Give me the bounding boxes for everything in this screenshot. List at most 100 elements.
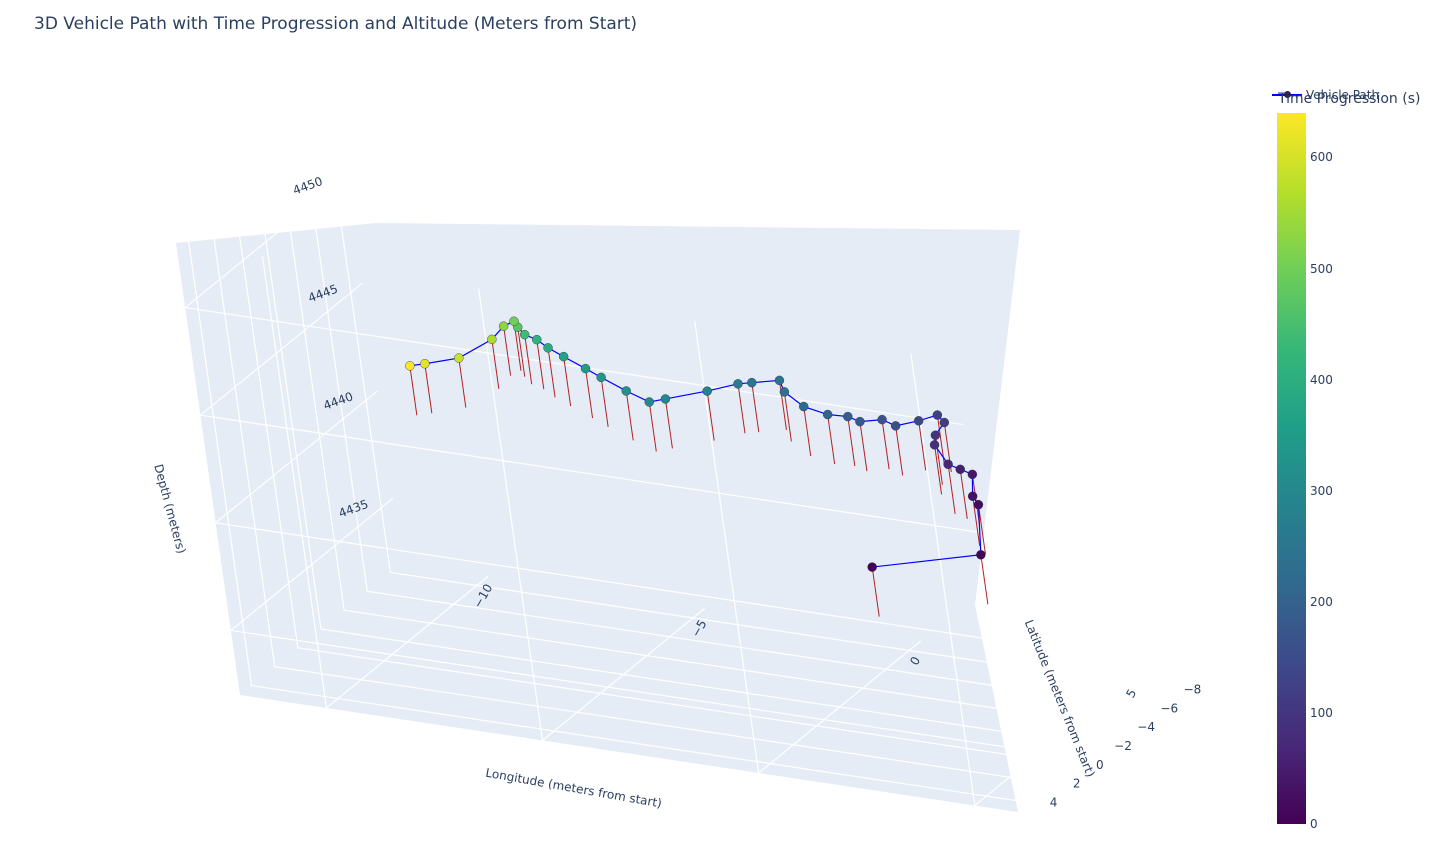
colorbar-tick-label: 400	[1310, 372, 1333, 387]
grid-line-y	[210, 214, 1053, 785]
y-tick-label: 4	[1050, 796, 1058, 810]
path-point	[702, 386, 712, 396]
wall-floor	[240, 563, 1018, 812]
grid-line-x	[477, 288, 705, 742]
altitude-stem	[664, 398, 673, 449]
altitude-stem	[783, 391, 792, 442]
altitude-stem	[918, 420, 927, 471]
altitude-stem	[536, 339, 545, 390]
altitude-stem	[959, 469, 968, 519]
altitude-stem	[600, 377, 609, 427]
path-point	[519, 329, 530, 340]
colorbar	[1277, 113, 1306, 824]
path-point	[967, 491, 978, 501]
colorbar-tick-label: 600	[1310, 150, 1333, 165]
altitude-stem	[503, 326, 512, 376]
altitude-stem	[491, 339, 500, 389]
colorbar-tick-label: 200	[1310, 594, 1333, 609]
altitude-stem	[827, 414, 836, 465]
path-point	[939, 417, 949, 428]
altitude-stem	[517, 327, 526, 377]
altitude-stem	[585, 368, 594, 419]
wall-back	[376, 223, 1020, 605]
colorbar-tick-label: 100	[1310, 705, 1333, 720]
colorbar-tick-label: 0	[1310, 817, 1318, 831]
y-tick-label: −4	[1137, 720, 1155, 734]
x-tick-label: 5	[1123, 687, 1139, 701]
path-point	[913, 416, 924, 426]
altitude-stem	[859, 421, 868, 472]
path-point	[487, 334, 497, 345]
path-point	[973, 499, 984, 510]
path-point	[843, 411, 853, 422]
path-point	[774, 375, 785, 386]
legend-label: Vehicle Path	[1306, 88, 1380, 102]
grid-line-z	[200, 414, 979, 533]
grid-line-z	[185, 306, 964, 426]
grid-line-y	[279, 158, 1123, 728]
altitude-stem	[977, 504, 986, 555]
path-point	[929, 440, 940, 450]
y-tick-label: −6	[1160, 701, 1178, 715]
y-axis-title: Latitude (meters from start)	[1022, 618, 1098, 779]
grid-line-z	[230, 629, 1009, 749]
altitude-stem	[881, 419, 890, 470]
path-point	[454, 353, 464, 363]
altitude-stem	[524, 334, 533, 385]
altitude-stem	[737, 383, 746, 434]
y-tick-label: −8	[1184, 682, 1202, 696]
grid-line-y	[325, 120, 1169, 691]
path-point	[509, 316, 519, 326]
altitude-stem	[980, 554, 989, 605]
x-axis-title: Longitude (meters from start)	[484, 766, 662, 811]
path-point	[644, 397, 654, 407]
altitude-stem	[778, 380, 787, 430]
y-tick-label: 2	[1073, 777, 1081, 791]
altitude-stem	[424, 363, 433, 414]
grid-line-y	[256, 176, 1100, 747]
path-point	[621, 386, 631, 396]
path-point	[747, 377, 757, 388]
altitude-stem	[547, 347, 556, 398]
grid-line-x	[694, 320, 922, 775]
chart-title: 3D Vehicle Path with Time Progression an…	[34, 14, 638, 34]
path-point	[955, 464, 965, 475]
grid-line-x	[261, 255, 489, 710]
altitude-stem	[803, 406, 812, 457]
z-axis-title: Depth (meters)	[151, 463, 188, 556]
path-point	[580, 363, 591, 374]
path-point	[855, 416, 865, 427]
colorbar-title: Time Progression (s)	[1278, 91, 1421, 107]
colorbar-tick-label: 500	[1310, 261, 1333, 276]
altitude-stem	[751, 382, 760, 433]
altitude-stem	[625, 390, 634, 441]
path-point	[558, 351, 569, 362]
altitude-stem	[934, 444, 943, 495]
wall-left	[176, 223, 402, 695]
path-point	[405, 361, 415, 371]
path-point	[498, 321, 509, 331]
path-point	[822, 409, 833, 420]
altitude-stem	[895, 425, 904, 476]
path-point	[930, 430, 941, 440]
legend[interactable]: Vehicle Path	[1272, 88, 1379, 102]
altitude-stem	[409, 365, 418, 416]
legend-line-marker	[1272, 91, 1302, 98]
grid-line-y	[186, 233, 1030, 804]
path-point	[532, 334, 542, 345]
altitude-stem	[847, 416, 856, 467]
path-point	[596, 372, 606, 383]
path-point	[543, 343, 553, 353]
path-point	[932, 410, 943, 420]
grid-line-y	[233, 195, 1076, 766]
colorbar-tick-label: 300	[1310, 483, 1333, 498]
path-point	[779, 387, 790, 397]
grid-line-x	[910, 353, 1138, 807]
y-tick-label: −2	[1114, 739, 1132, 753]
altitude-stem	[563, 356, 572, 407]
altitude-stem	[871, 567, 880, 617]
path-point	[867, 562, 877, 572]
path-point	[976, 550, 986, 560]
